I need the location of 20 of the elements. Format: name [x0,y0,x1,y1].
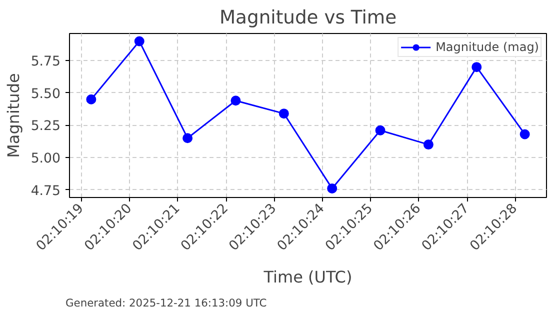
point [86,94,96,104]
point [375,125,386,136]
point [472,62,482,72]
point [327,183,338,194]
chart-title: Magnitude vs Time [219,8,397,28]
point [520,129,530,140]
x-axis-title: Time (UTC) [262,267,352,286]
point [134,36,144,46]
point [230,96,241,106]
legend-label: Magnitude (mag) [436,40,539,54]
y-tick-label: 5.75 [30,54,61,70]
y-axis-title: Magnitude [4,73,23,158]
y-tick-label: 5.25 [30,119,61,134]
point [182,133,193,144]
point [278,108,289,119]
y-tick-label: 5.00 [30,151,61,166]
y-tick-label: 5.50 [30,86,61,102]
text: Generated: 2025-12-21 16:13:09 UTC [66,296,267,310]
point [423,140,434,150]
y-tick-label: 4.75 [30,184,61,199]
